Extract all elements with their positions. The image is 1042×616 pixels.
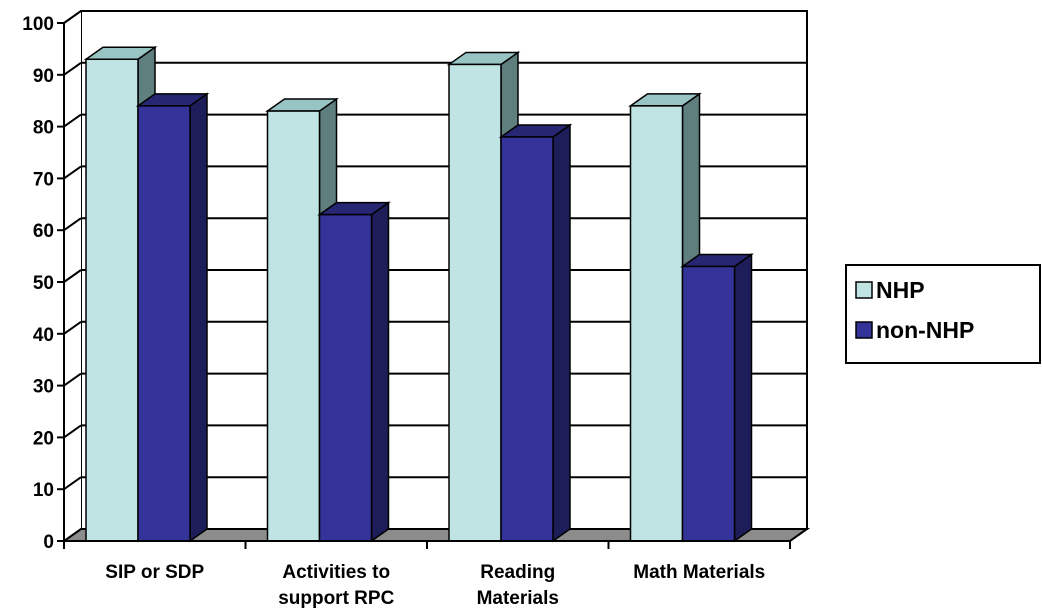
gridline-side xyxy=(63,424,82,439)
bar-front xyxy=(137,105,191,542)
legend-swatch xyxy=(855,321,873,339)
bar-side xyxy=(552,123,571,543)
y-tick-label: 20 xyxy=(33,428,54,449)
bar-front xyxy=(266,110,321,542)
y-tick-label: 40 xyxy=(33,325,54,346)
gridline-side xyxy=(63,165,82,180)
bar-front xyxy=(318,213,373,542)
bar-side xyxy=(189,92,208,543)
bar-side xyxy=(733,253,753,543)
bar-non-nhp-2 xyxy=(498,123,573,543)
bar-non-nhp-1 xyxy=(317,201,391,543)
bar-front xyxy=(629,105,684,542)
x-category-label: SIP or SDP xyxy=(105,562,204,583)
gridline-side xyxy=(63,269,82,283)
legend-label: non-NHP xyxy=(876,317,974,343)
bar-non-nhp-0 xyxy=(135,92,210,543)
x-category-label: Activities to support RPC xyxy=(278,562,394,609)
legend: NHP non-NHP xyxy=(845,264,1041,364)
y-tick-label: 100 xyxy=(22,14,54,35)
y-tick-label: 80 xyxy=(33,118,54,139)
bar-front xyxy=(681,265,736,542)
bar-front xyxy=(85,58,139,542)
legend-swatch xyxy=(855,281,873,299)
bar-front xyxy=(448,63,502,542)
y-tick-label: 10 xyxy=(33,480,54,501)
gridline-side xyxy=(63,61,82,76)
gridline-side xyxy=(63,113,82,128)
y-tick-label: 60 xyxy=(33,221,54,242)
bars xyxy=(83,45,754,543)
bar-side xyxy=(370,201,390,543)
bar-front xyxy=(500,136,554,542)
bar-non-nhp-3 xyxy=(680,253,754,543)
y-tick-label: 70 xyxy=(33,169,54,190)
legend-box xyxy=(845,264,1041,364)
gridline-side xyxy=(63,372,82,387)
y-axis-ticks: 0 10 20 30 40 50 60 70 80 90 100 xyxy=(22,14,64,553)
x-axis-labels: SIP or SDP Activities to support RPC Readin… xyxy=(105,562,765,609)
x-category-label: Math Materials xyxy=(633,562,765,583)
y-tick-label: 90 xyxy=(33,66,54,87)
gridline-side xyxy=(63,320,82,335)
y-tick-label: 50 xyxy=(33,273,54,294)
y-tick-label: 30 xyxy=(33,377,54,398)
y-tick-label: 0 xyxy=(43,532,54,553)
gridline-side xyxy=(63,10,82,24)
gridline-side xyxy=(63,217,82,232)
legend-label: NHP xyxy=(876,277,925,303)
x-category-label: Reading Materials xyxy=(477,562,559,609)
gridline-side xyxy=(63,476,82,491)
